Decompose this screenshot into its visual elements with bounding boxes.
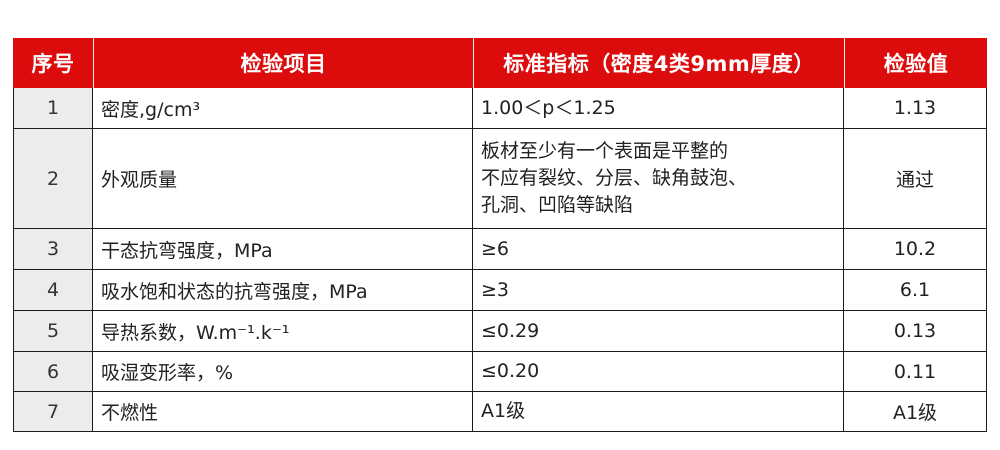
row-index-cell: 6 [13,352,93,392]
standard-cell: ≤0.20 [473,352,844,392]
header-cell-standard: 标准指标（密度4类9mm厚度） [473,38,844,88]
table-row: 1 密度,g/cm³ 1.00＜p＜1.25 1.13 [13,88,987,129]
standard-cell: A1级 [473,392,844,432]
header-cell-value: 检验值 [844,38,987,88]
standard-cell: 1.00＜p＜1.25 [473,88,844,129]
standard-cell: 板材至少有一个表面是平整的 不应有裂纹、分层、缺角鼓泡、 孔洞、凹陷等缺陷 [473,129,844,229]
table-row: 7 不燃性 A1级 A1级 [13,392,987,432]
item-cell: 不燃性 [93,392,473,432]
row-index-cell: 1 [13,88,93,129]
table-row: 4 吸水饱和状态的抗弯强度，MPa ≥3 6.1 [13,270,987,311]
row-index-cell: 3 [13,229,93,270]
item-cell: 外观质量 [93,129,473,229]
standard-cell: ≥6 [473,229,844,270]
value-cell: 0.11 [844,352,987,392]
value-cell: 6.1 [844,270,987,311]
item-cell: 吸水饱和状态的抗弯强度，MPa [93,270,473,311]
item-cell: 吸湿变形率，% [93,352,473,392]
value-cell: A1级 [844,392,987,432]
standard-cell: ≤0.29 [473,311,844,352]
table-row: 2 外观质量 板材至少有一个表面是平整的 不应有裂纹、分层、缺角鼓泡、 孔洞、凹… [13,129,987,229]
standard-cell: ≥3 [473,270,844,311]
inspection-report-table-container: 序号 检验项目 标准指标（密度4类9mm厚度） 检验值 1 密度,g/cm³ 1… [13,38,987,432]
value-cell: 1.13 [844,88,987,129]
table-row: 6 吸湿变形率，% ≤0.20 0.11 [13,352,987,392]
value-cell: 0.13 [844,311,987,352]
row-index-cell: 5 [13,311,93,352]
table-row: 3 干态抗弯强度，MPa ≥6 10.2 [13,229,987,270]
row-index-cell: 4 [13,270,93,311]
value-cell: 通过 [844,129,987,229]
value-cell: 10.2 [844,229,987,270]
row-index-cell: 2 [13,129,93,229]
item-cell: 干态抗弯强度，MPa [93,229,473,270]
item-cell: 导热系数，W.m⁻¹.k⁻¹ [93,311,473,352]
item-cell: 密度,g/cm³ [93,88,473,129]
header-cell-no: 序号 [13,38,93,88]
table-header-row: 序号 检验项目 标准指标（密度4类9mm厚度） 检验值 [13,38,987,88]
row-index-cell: 7 [13,392,93,432]
table-row: 5 导热系数，W.m⁻¹.k⁻¹ ≤0.29 0.13 [13,311,987,352]
header-cell-item: 检验项目 [93,38,473,88]
inspection-table: 序号 检验项目 标准指标（密度4类9mm厚度） 检验值 1 密度,g/cm³ 1… [13,38,987,432]
